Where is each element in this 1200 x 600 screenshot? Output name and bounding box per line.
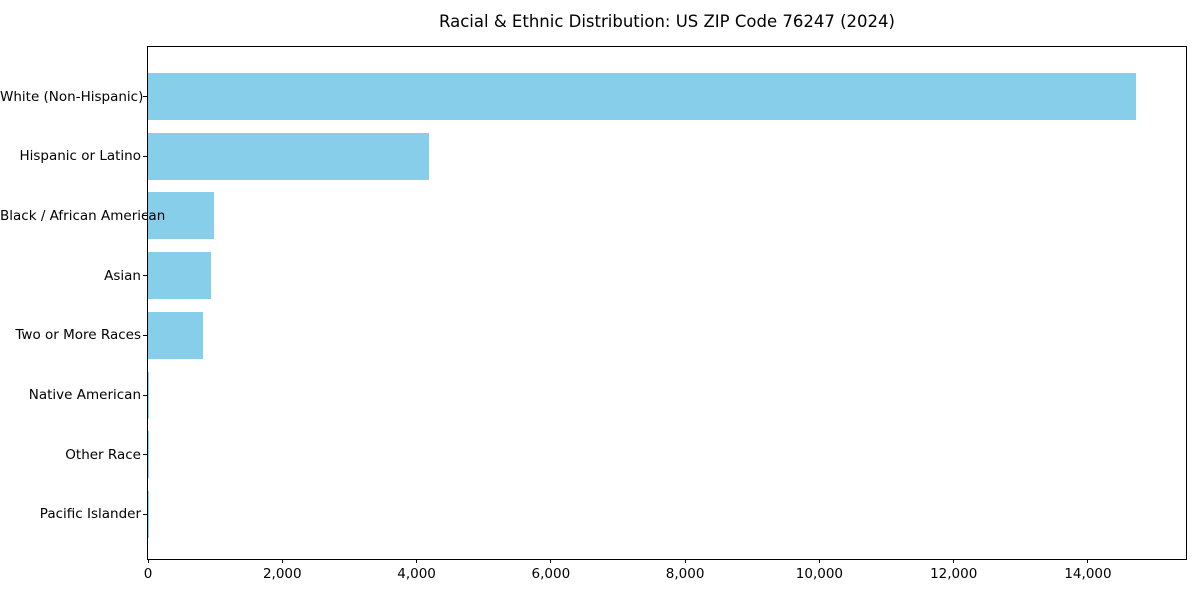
bar	[148, 252, 211, 300]
x-tick-label: 12,000	[930, 566, 978, 582]
y-tick-label: White (Non-Hispanic)	[0, 88, 144, 105]
y-tick-mark	[143, 96, 147, 97]
bar	[148, 371, 150, 419]
y-tick-mark	[143, 454, 147, 456]
x-tick-mark	[684, 559, 686, 563]
x-tick-label: 2,000	[262, 566, 302, 582]
y-tick-label: Hispanic or Latino	[19, 148, 141, 165]
x-tick-mark	[953, 559, 955, 563]
x-tick-mark	[818, 559, 820, 563]
y-tick-label: Black / African American	[0, 207, 166, 224]
y-tick-label: Native American	[28, 387, 141, 403]
y-tick-mark	[143, 334, 147, 336]
x-tick-label: 0	[143, 566, 153, 582]
x-tick-label: 14,000	[1064, 566, 1112, 582]
y-tick-mark	[143, 513, 147, 515]
y-tick-mark	[143, 275, 147, 277]
x-tick-mark	[281, 559, 283, 563]
plot-area	[147, 46, 1187, 560]
bar	[148, 132, 429, 180]
bar	[148, 73, 1137, 120]
y-tick-mark	[143, 394, 147, 396]
x-tick-mark	[550, 559, 552, 563]
chart-title: Racial & Ethnic Distribution: US ZIP Cod…	[439, 12, 895, 31]
x-tick-label: 4,000	[397, 566, 436, 582]
x-tick-label: 10,000	[795, 566, 844, 582]
y-tick-mark	[143, 155, 147, 157]
x-tick-mark	[1087, 559, 1089, 563]
x-tick-label: 6,000	[531, 566, 571, 582]
y-tick-label: Two or More Races	[15, 327, 141, 344]
y-tick-label: Other Race	[65, 446, 141, 463]
bar	[148, 431, 149, 479]
y-tick-mark	[143, 215, 147, 217]
x-tick-mark	[416, 559, 418, 563]
y-tick-label: Pacific Islander	[39, 506, 141, 523]
bar	[148, 192, 214, 240]
x-tick-label: 8,000	[665, 566, 705, 582]
bar	[148, 311, 203, 359]
x-tick-mark	[147, 559, 149, 563]
y-tick-label: Asian	[104, 267, 141, 284]
